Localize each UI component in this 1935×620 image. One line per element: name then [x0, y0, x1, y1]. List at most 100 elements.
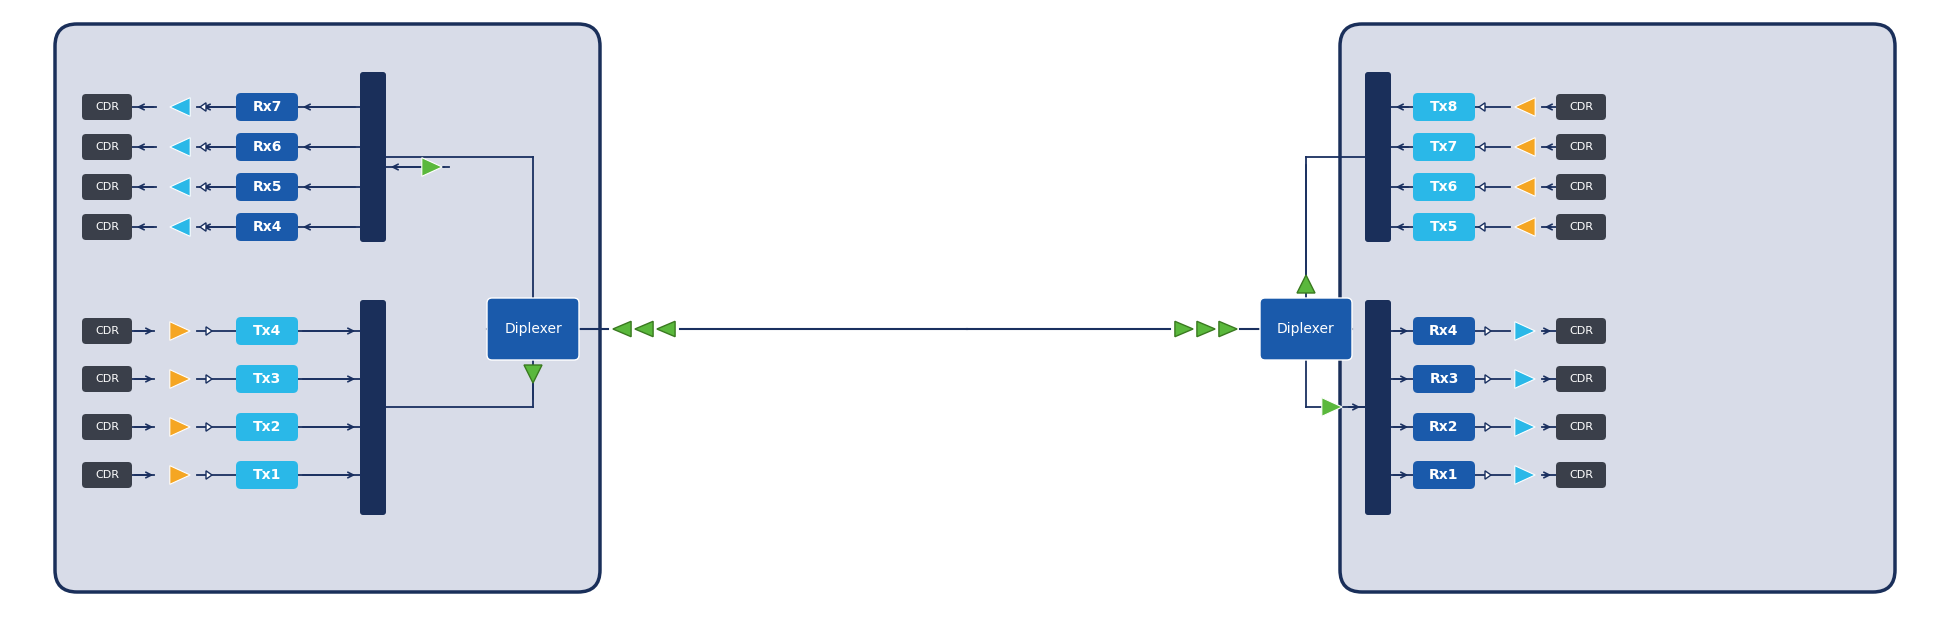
- FancyBboxPatch shape: [1413, 213, 1474, 241]
- FancyBboxPatch shape: [81, 462, 132, 488]
- FancyBboxPatch shape: [1364, 72, 1391, 242]
- FancyBboxPatch shape: [1556, 366, 1606, 392]
- Polygon shape: [1515, 418, 1534, 436]
- FancyBboxPatch shape: [1556, 414, 1606, 440]
- Text: Rx4: Rx4: [252, 220, 283, 234]
- FancyBboxPatch shape: [488, 298, 579, 360]
- Text: Rx2: Rx2: [1430, 420, 1459, 434]
- Text: CDR: CDR: [1569, 142, 1593, 152]
- FancyBboxPatch shape: [236, 93, 298, 121]
- FancyBboxPatch shape: [236, 133, 298, 161]
- Polygon shape: [205, 375, 213, 383]
- FancyBboxPatch shape: [1413, 317, 1474, 345]
- Text: CDR: CDR: [1569, 470, 1593, 480]
- Polygon shape: [1478, 103, 1484, 111]
- FancyBboxPatch shape: [81, 366, 132, 392]
- Text: Tx7: Tx7: [1430, 140, 1459, 154]
- Polygon shape: [199, 223, 205, 231]
- Polygon shape: [1322, 397, 1343, 417]
- FancyBboxPatch shape: [360, 72, 385, 242]
- Polygon shape: [170, 418, 190, 436]
- Text: Rx3: Rx3: [1430, 372, 1459, 386]
- FancyBboxPatch shape: [1556, 174, 1606, 200]
- FancyBboxPatch shape: [81, 214, 132, 240]
- Text: CDR: CDR: [1569, 326, 1593, 336]
- Text: CDR: CDR: [95, 374, 118, 384]
- Text: CDR: CDR: [95, 326, 118, 336]
- Polygon shape: [1478, 223, 1484, 231]
- FancyBboxPatch shape: [81, 94, 132, 120]
- Text: CDR: CDR: [95, 182, 118, 192]
- Polygon shape: [656, 321, 675, 337]
- Polygon shape: [1478, 183, 1484, 191]
- Text: Tx1: Tx1: [253, 468, 281, 482]
- Text: Tx6: Tx6: [1430, 180, 1459, 194]
- Text: Tx3: Tx3: [253, 372, 281, 386]
- Polygon shape: [1515, 370, 1534, 388]
- Polygon shape: [1296, 275, 1316, 293]
- FancyBboxPatch shape: [236, 213, 298, 241]
- Polygon shape: [170, 97, 190, 117]
- Text: CDR: CDR: [1569, 374, 1593, 384]
- FancyBboxPatch shape: [1556, 214, 1606, 240]
- FancyBboxPatch shape: [1364, 300, 1391, 515]
- FancyBboxPatch shape: [1556, 318, 1606, 344]
- Text: CDR: CDR: [95, 222, 118, 232]
- Polygon shape: [1478, 143, 1484, 151]
- FancyBboxPatch shape: [1413, 93, 1474, 121]
- Polygon shape: [170, 466, 190, 484]
- FancyBboxPatch shape: [81, 174, 132, 200]
- FancyBboxPatch shape: [81, 134, 132, 160]
- Polygon shape: [524, 365, 542, 383]
- Polygon shape: [205, 423, 213, 431]
- FancyBboxPatch shape: [236, 461, 298, 489]
- FancyBboxPatch shape: [1260, 298, 1353, 360]
- Polygon shape: [1515, 466, 1534, 484]
- FancyBboxPatch shape: [236, 317, 298, 345]
- Text: CDR: CDR: [1569, 422, 1593, 432]
- FancyBboxPatch shape: [236, 413, 298, 441]
- Polygon shape: [635, 321, 654, 337]
- FancyBboxPatch shape: [1556, 134, 1606, 160]
- Polygon shape: [1515, 138, 1534, 156]
- Text: CDR: CDR: [95, 102, 118, 112]
- FancyBboxPatch shape: [1556, 94, 1606, 120]
- Polygon shape: [170, 322, 190, 340]
- Text: Tx8: Tx8: [1430, 100, 1459, 114]
- FancyBboxPatch shape: [1341, 24, 1894, 592]
- Polygon shape: [1198, 321, 1215, 337]
- Text: CDR: CDR: [1569, 222, 1593, 232]
- FancyBboxPatch shape: [1413, 461, 1474, 489]
- Polygon shape: [199, 143, 205, 151]
- Text: Rx5: Rx5: [252, 180, 283, 194]
- Polygon shape: [1515, 322, 1534, 340]
- Text: CDR: CDR: [1569, 102, 1593, 112]
- Polygon shape: [613, 321, 631, 337]
- FancyBboxPatch shape: [1413, 413, 1474, 441]
- FancyBboxPatch shape: [81, 414, 132, 440]
- Polygon shape: [170, 178, 190, 197]
- Polygon shape: [1484, 471, 1492, 479]
- Polygon shape: [1515, 218, 1534, 236]
- Text: CDR: CDR: [95, 142, 118, 152]
- Polygon shape: [1515, 97, 1534, 117]
- Text: Rx4: Rx4: [1430, 324, 1459, 338]
- Polygon shape: [1484, 423, 1492, 431]
- Text: CDR: CDR: [95, 470, 118, 480]
- FancyBboxPatch shape: [81, 318, 132, 344]
- Polygon shape: [422, 157, 443, 176]
- FancyBboxPatch shape: [236, 173, 298, 201]
- FancyBboxPatch shape: [1413, 133, 1474, 161]
- Text: CDR: CDR: [1569, 182, 1593, 192]
- FancyBboxPatch shape: [360, 300, 385, 515]
- FancyBboxPatch shape: [54, 24, 600, 592]
- Polygon shape: [199, 183, 205, 191]
- Text: CDR: CDR: [95, 422, 118, 432]
- Text: Diplexer: Diplexer: [505, 322, 561, 336]
- Polygon shape: [205, 471, 213, 479]
- FancyBboxPatch shape: [1413, 173, 1474, 201]
- Polygon shape: [170, 138, 190, 156]
- Polygon shape: [1219, 321, 1236, 337]
- Text: Rx6: Rx6: [252, 140, 283, 154]
- Polygon shape: [205, 327, 213, 335]
